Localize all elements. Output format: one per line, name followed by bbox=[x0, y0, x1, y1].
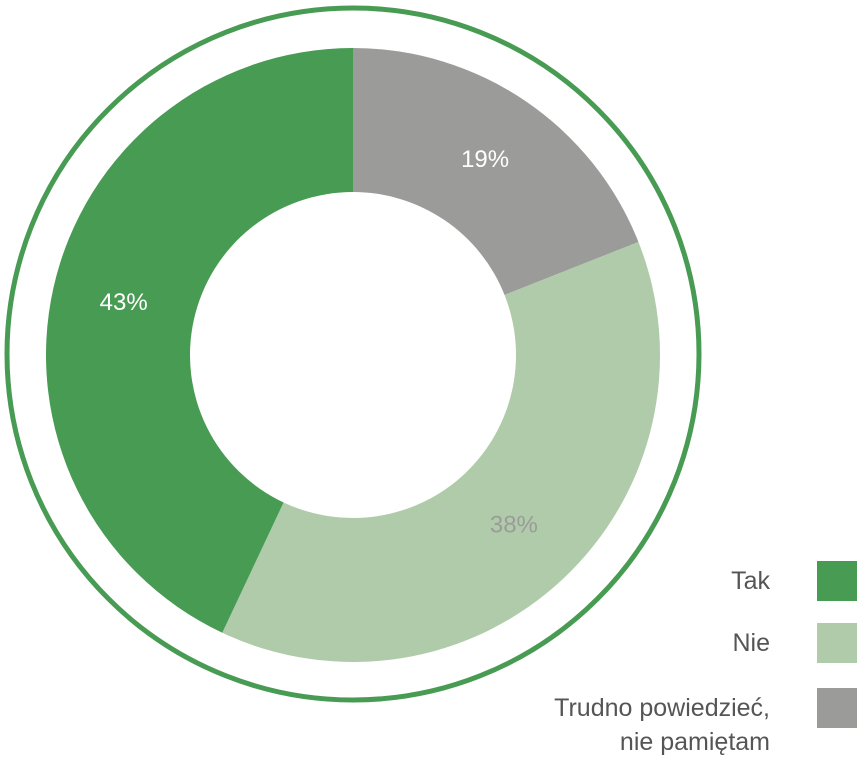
slice bbox=[45, 48, 354, 633]
legend-label: Nie bbox=[732, 629, 770, 657]
slice bbox=[353, 48, 639, 295]
value-label: 38% bbox=[490, 512, 538, 539]
slice bbox=[222, 241, 660, 663]
legend-swatch bbox=[817, 561, 857, 601]
value-label: 43% bbox=[100, 289, 148, 316]
legend-label: Trudno powiedzieć, nie pamiętam bbox=[554, 694, 770, 756]
outer-ring bbox=[4, 5, 702, 703]
value-label: 19% bbox=[461, 146, 509, 173]
legend-swatch bbox=[817, 688, 857, 728]
legend-label: Tak bbox=[731, 567, 770, 595]
legend-swatch bbox=[817, 623, 857, 663]
